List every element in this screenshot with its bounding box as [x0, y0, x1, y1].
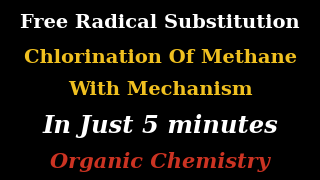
Text: Free Radical Substitution: Free Radical Substitution	[20, 14, 300, 32]
Text: With Mechanism: With Mechanism	[68, 81, 252, 99]
Text: Chlorination Of Methane: Chlorination Of Methane	[23, 49, 297, 67]
Text: Organic Chemistry: Organic Chemistry	[50, 152, 270, 172]
Text: In Just 5 minutes: In Just 5 minutes	[42, 114, 278, 138]
